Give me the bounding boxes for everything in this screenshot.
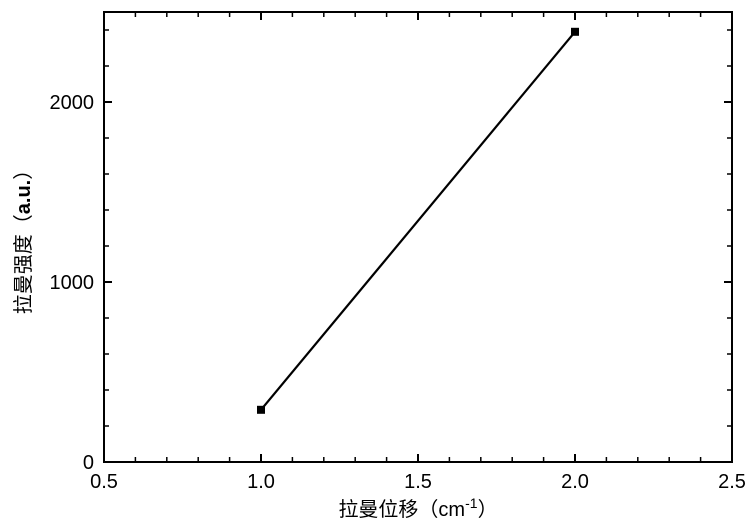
x-tick-label: 2.5: [718, 471, 746, 493]
y-tick-label: 1000: [50, 272, 95, 294]
y-tick-label: 0: [83, 452, 94, 474]
series-marker: [257, 406, 265, 414]
x-tick-label: 1.0: [247, 471, 275, 493]
x-tick-label: 2.0: [561, 471, 589, 493]
x-tick-label: 1.5: [404, 471, 432, 493]
y-axis-label: 拉曼强度（a.u.）: [12, 160, 35, 314]
y-tick-label: 2000: [50, 92, 95, 114]
series-marker: [571, 28, 579, 36]
x-tick-label: 0.5: [90, 471, 118, 493]
raman-chart: 0.51.01.52.02.5010002000拉曼位移（cm-1）拉曼强度（a…: [0, 0, 750, 529]
chart-container: 0.51.01.52.02.5010002000拉曼位移（cm-1）拉曼强度（a…: [0, 0, 750, 529]
